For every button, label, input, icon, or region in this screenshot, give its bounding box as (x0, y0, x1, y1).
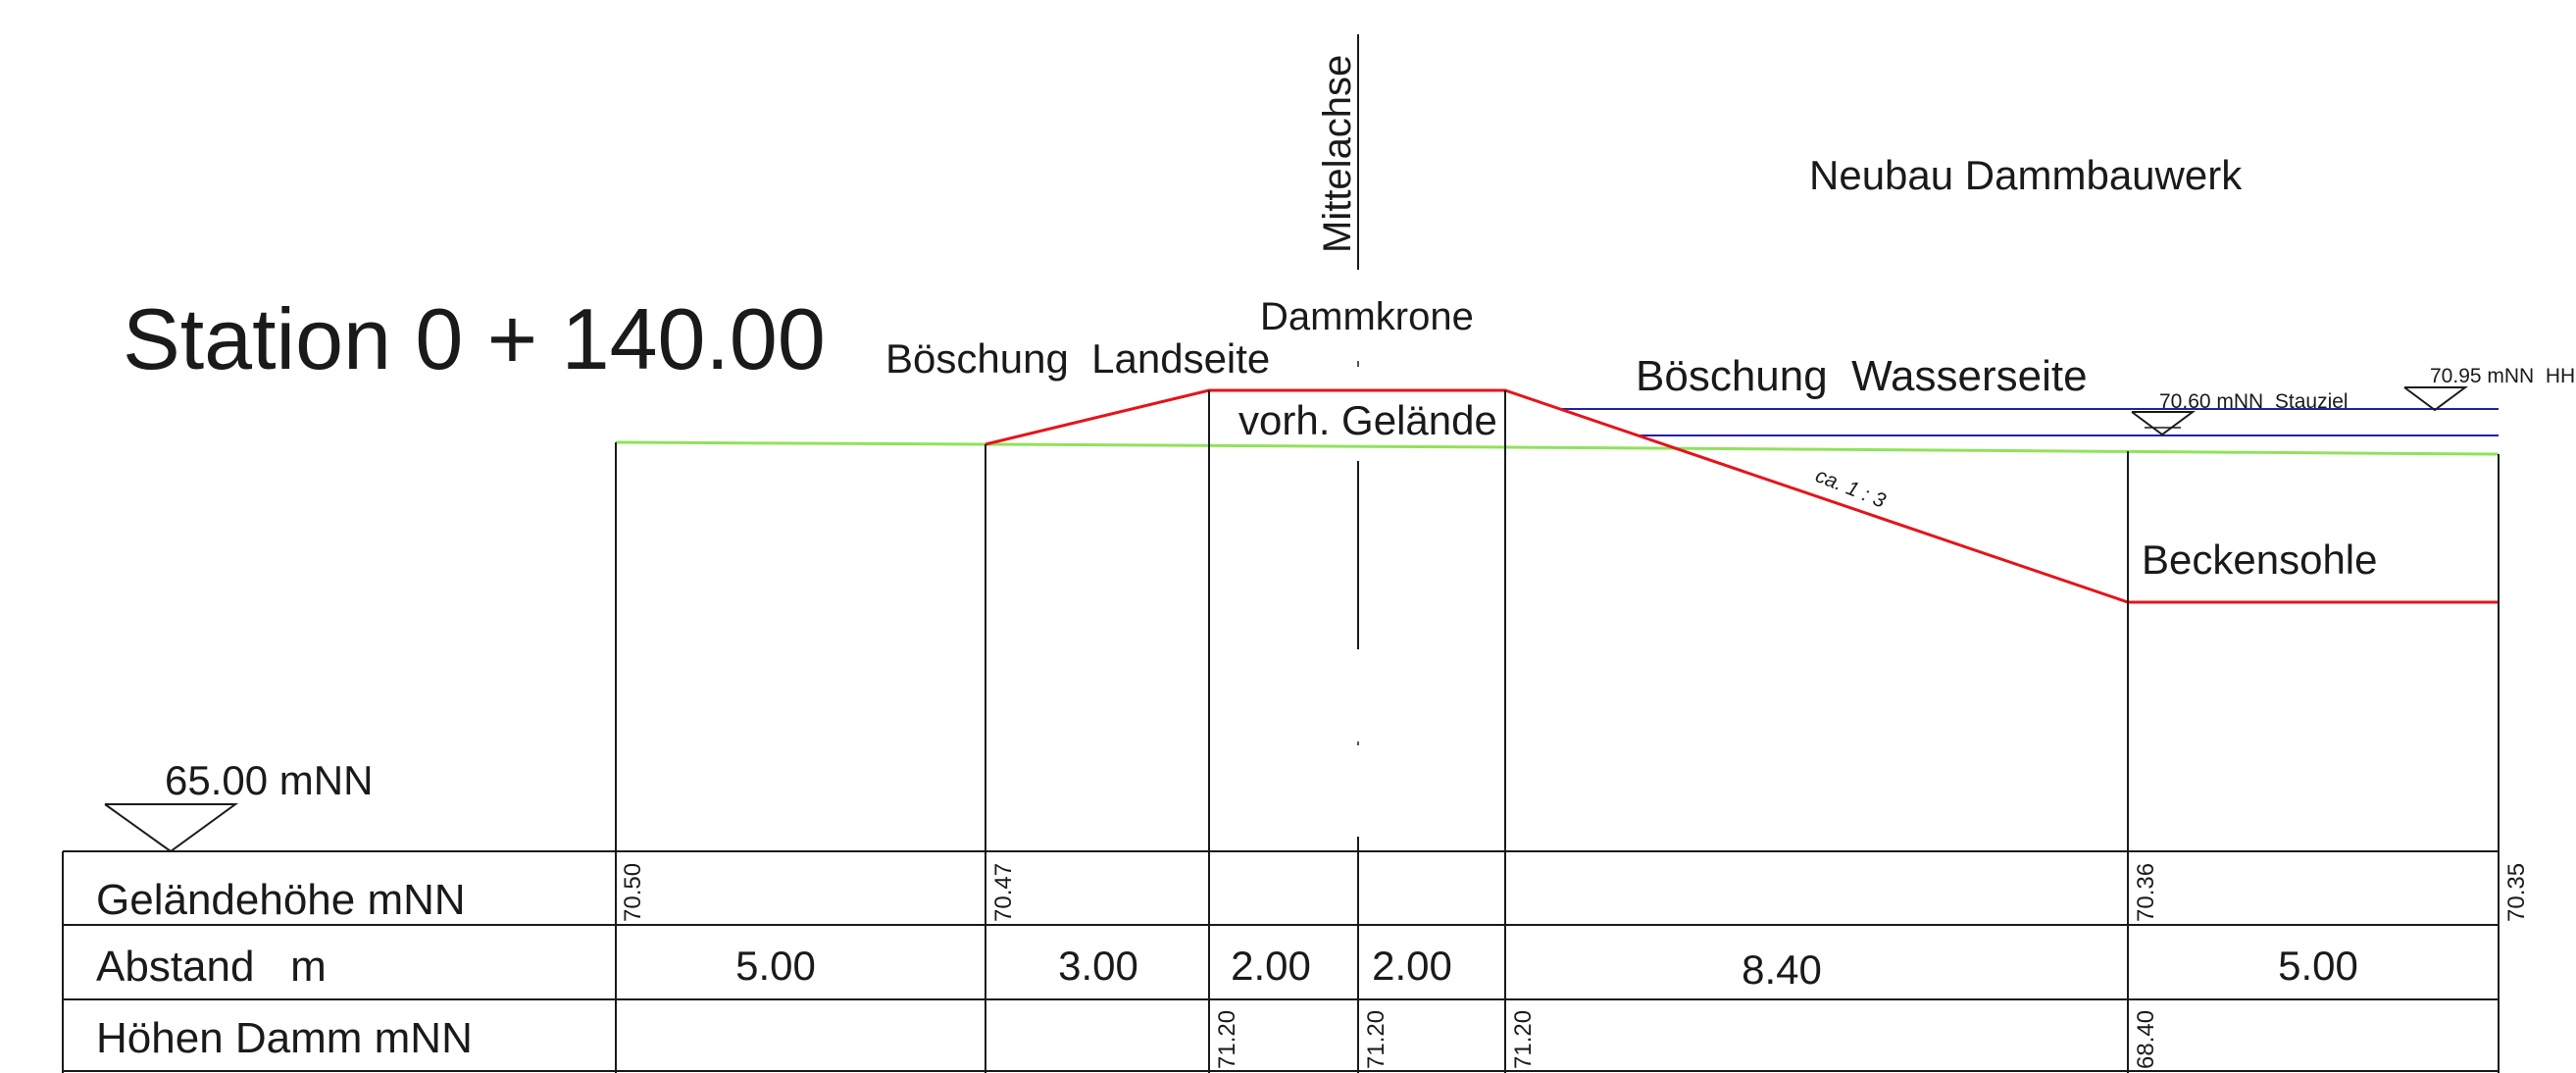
distance-value: 2.00 (1372, 943, 1452, 989)
axis-label: Mittelachse (1316, 55, 1359, 253)
existing-ground-line (615, 440, 2500, 456)
ground-height-value: 70.36 (2133, 863, 2159, 922)
dam-height-value: 68.40 (2133, 1010, 2159, 1069)
distance-value: 3.00 (1058, 943, 1138, 989)
ground-height-value: 70.35 (2503, 863, 2530, 922)
water-marker-stauziel (2131, 411, 2197, 436)
distance-value: 5.00 (2278, 943, 2358, 989)
row-header-ground-height: Geländehöhe mNN (96, 876, 466, 924)
row-header-distance: Abstand m (96, 943, 327, 991)
slope-water-label: Böschung Wasserseite (1636, 352, 2088, 400)
slope-land-label: Böschung Landseite (885, 335, 1270, 382)
dam-height-value: 71.20 (1214, 1010, 1240, 1069)
crest-label: Dammkrone (1260, 295, 1474, 338)
distance-value: 5.00 (735, 943, 816, 989)
water-level-hhw-label: 70.95 mNN HH (2430, 365, 2575, 387)
distance-value: 2.00 (1231, 943, 1311, 989)
row-header-dam-height: Höhen Damm mNN (96, 1014, 473, 1062)
dam-height-value: 71.20 (1363, 1010, 1389, 1069)
project-title: Neubau Dammbauwerk (1809, 152, 2243, 198)
water-marker-hhw (2403, 386, 2469, 412)
datum-label: 65.00 mNN (165, 757, 373, 803)
water-level-stauziel-label: 70.60 mNN Stauziel (2159, 390, 2349, 413)
basin-floor-label: Beckensohle (2142, 536, 2378, 583)
slope-ratio-label: ca. 1 : 3 (1812, 464, 1889, 512)
datum-marker (104, 803, 239, 853)
data-table (62, 850, 2499, 1073)
station-title: Station 0 + 140.00 (123, 290, 826, 387)
existing-ground-label: vorh. Gelände (1238, 397, 1497, 443)
distance-value: 8.40 (1742, 946, 1822, 993)
ground-height-value: 70.50 (620, 863, 646, 922)
ground-height-value: 70.47 (990, 863, 1017, 922)
dam-height-value: 71.20 (1510, 1010, 1537, 1069)
